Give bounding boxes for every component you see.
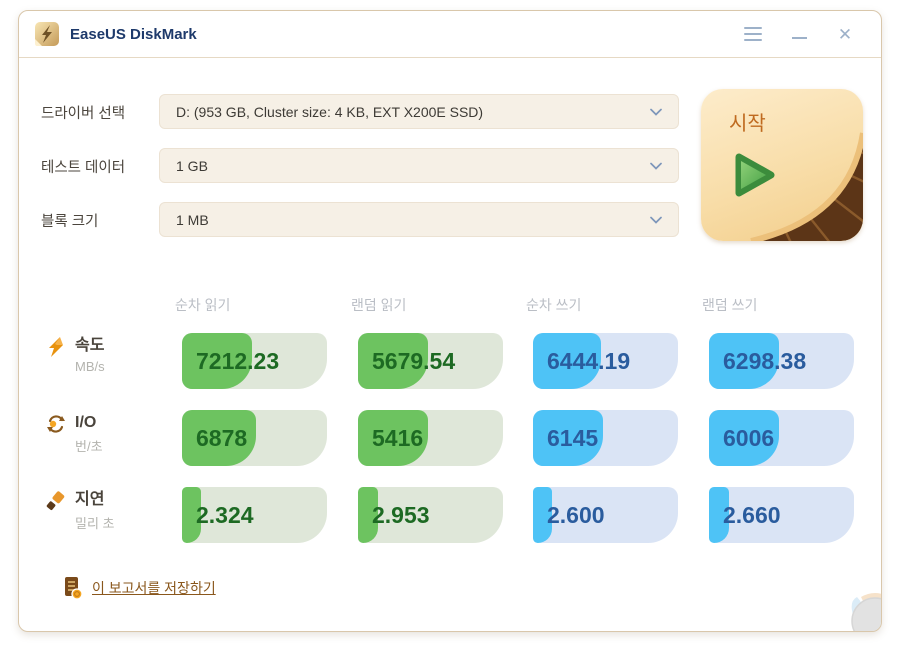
bar-fill bbox=[533, 410, 603, 466]
bar-value: 5679.54 bbox=[372, 347, 456, 374]
result-bar-latency-rand-write: 2.660 bbox=[709, 487, 854, 543]
result-bar-io-seq-read: 6878 bbox=[182, 410, 327, 466]
result-bar-speed-seq-write: 6444.19 bbox=[533, 333, 678, 389]
chevron-down-icon bbox=[650, 108, 662, 116]
metric-latency-unit: 밀리 초 bbox=[75, 516, 115, 531]
bar-fill bbox=[358, 487, 379, 543]
bar-fill bbox=[709, 333, 779, 389]
result-bar-io-seq-write: 6145 bbox=[533, 410, 678, 466]
bar-fill bbox=[709, 410, 779, 466]
block-size-dropdown[interactable]: 1 MB bbox=[159, 202, 679, 237]
menu-icon[interactable] bbox=[743, 25, 763, 43]
bar-value: 6878 bbox=[196, 424, 248, 451]
result-bar-speed-seq-read: 7212.23 bbox=[182, 333, 327, 389]
metric-io: I/O 번/초 bbox=[45, 412, 103, 455]
bar-fill bbox=[182, 487, 201, 543]
window-controls: ✕ bbox=[743, 25, 855, 43]
drive-select-label: 드라이버 선택 bbox=[41, 106, 126, 122]
bar-value: 2.953 bbox=[372, 501, 430, 528]
col-header-rand-write: 랜덤 쓰기 bbox=[702, 297, 758, 313]
metric-speed-name: 속도 bbox=[75, 337, 105, 354]
metric-io-unit: 번/초 bbox=[75, 439, 103, 454]
bar-fill bbox=[533, 333, 602, 389]
result-bar-latency-rand-read: 2.953 bbox=[358, 487, 503, 543]
play-icon bbox=[735, 153, 775, 197]
save-report-link[interactable]: 이 보고서를 저장하기 bbox=[63, 576, 216, 600]
bar-fill bbox=[358, 333, 428, 389]
bar-value: 7212.23 bbox=[196, 347, 280, 374]
titlebar: EaseUS DiskMark ✕ bbox=[19, 11, 881, 58]
app-logo-icon bbox=[34, 21, 60, 47]
result-bar-latency-seq-read: 2.324 bbox=[182, 487, 327, 543]
app-title: EaseUS DiskMark bbox=[70, 25, 197, 43]
bar-fill bbox=[182, 410, 256, 466]
test-data-label: 테스트 데이터 bbox=[41, 160, 126, 176]
block-size-label: 블록 크기 bbox=[41, 214, 99, 230]
metric-speed-unit: MB/s bbox=[75, 359, 105, 374]
bar-value: 6006 bbox=[723, 424, 775, 451]
bar-value: 6298.38 bbox=[723, 347, 807, 374]
drive-select-dropdown[interactable]: D: (953 GB, Cluster size: 4 KB, EXT X200… bbox=[159, 94, 679, 129]
test-data-dropdown[interactable]: 1 GB bbox=[159, 148, 679, 183]
latency-brush-icon bbox=[46, 491, 65, 511]
speed-bolt-icon bbox=[49, 337, 63, 357]
bar-fill bbox=[709, 487, 730, 543]
bar-value: 2.600 bbox=[547, 501, 605, 528]
bar-value: 6145 bbox=[547, 424, 599, 451]
result-bar-io-rand-read: 5416 bbox=[358, 410, 503, 466]
block-size-value: 1 MB bbox=[176, 211, 209, 228]
bar-fill bbox=[358, 410, 428, 466]
metric-speed: 속도 MB/s bbox=[45, 335, 105, 374]
bar-fill bbox=[182, 333, 252, 389]
bar-value: 2.324 bbox=[196, 501, 254, 528]
app-window: EaseUS DiskMark ✕ 드라이버 선택 D: (953 GB, Cl… bbox=[18, 10, 882, 632]
chevron-down-icon bbox=[650, 216, 662, 224]
metric-io-name: I/O bbox=[75, 414, 97, 431]
bar-value: 2.660 bbox=[723, 501, 781, 528]
save-report-icon bbox=[65, 577, 83, 600]
io-sync-icon bbox=[47, 415, 65, 433]
test-data-value: 1 GB bbox=[176, 157, 208, 174]
save-report-label: 이 보고서를 저장하기 bbox=[92, 580, 216, 596]
close-icon[interactable]: ✕ bbox=[837, 24, 853, 44]
drive-select-value: D: (953 GB, Cluster size: 4 KB, EXT X200… bbox=[176, 103, 484, 120]
result-bar-latency-seq-write: 2.600 bbox=[533, 487, 678, 543]
col-header-rand-read: 랜덤 읽기 bbox=[351, 297, 407, 313]
start-label: 시작 bbox=[729, 113, 766, 135]
col-header-seq-read: 순차 읽기 bbox=[175, 297, 231, 313]
result-bar-speed-rand-read: 5679.54 bbox=[358, 333, 503, 389]
metric-latency-name: 지연 bbox=[75, 491, 105, 508]
mascot-watermark-icon bbox=[851, 593, 881, 631]
metric-latency: 지연 밀리 초 bbox=[45, 489, 115, 532]
minimize-icon[interactable] bbox=[789, 25, 809, 43]
start-button[interactable]: 시작 bbox=[701, 89, 863, 241]
result-bar-speed-rand-write: 6298.38 bbox=[709, 333, 854, 389]
bar-value: 6444.19 bbox=[547, 347, 631, 374]
bar-value: 5416 bbox=[372, 424, 424, 451]
result-bar-io-rand-write: 6006 bbox=[709, 410, 854, 466]
bar-fill bbox=[533, 487, 552, 543]
col-header-seq-write: 순차 쓰기 bbox=[526, 297, 582, 313]
chevron-down-icon bbox=[650, 162, 662, 170]
